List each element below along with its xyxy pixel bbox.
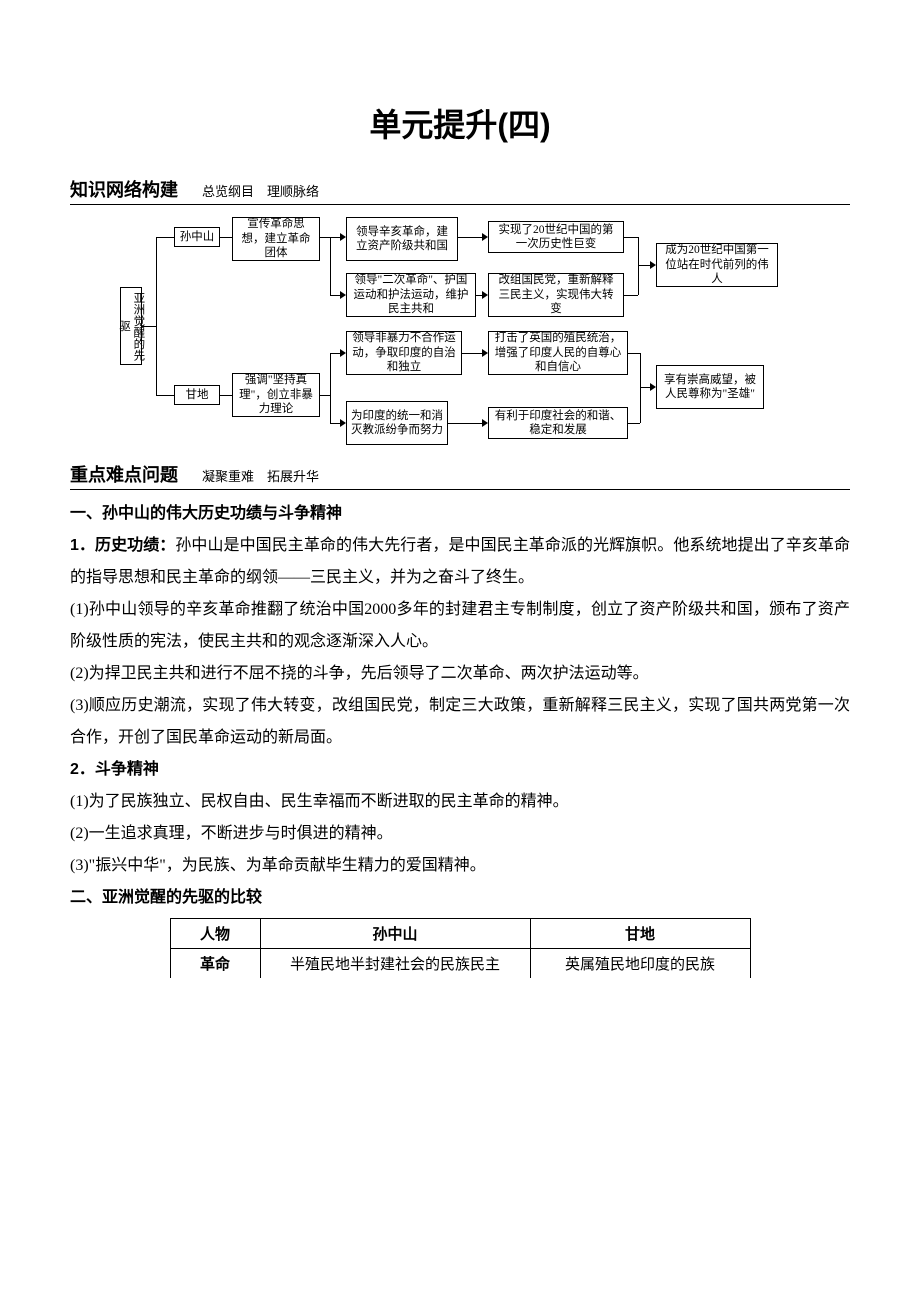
connector xyxy=(156,237,157,395)
connector xyxy=(142,326,156,327)
td-revolution-label: 革命 xyxy=(170,949,260,979)
node-sun-c2: 改组国民党，重新解释三民主义，实现伟大转变 xyxy=(488,273,624,317)
th-gan: 甘地 xyxy=(530,919,750,949)
node-gan-c1: 打击了英国的殖民统治，增强了印度人民的自尊心和自信心 xyxy=(488,331,628,375)
table-row: 人物 孙中山 甘地 xyxy=(170,919,750,949)
connector xyxy=(320,395,330,396)
connector xyxy=(220,237,232,238)
th-person: 人物 xyxy=(170,919,260,949)
section2-sub: 凝聚重难 拓展升华 xyxy=(202,466,319,485)
connector xyxy=(448,423,484,424)
text-achievement: 孙中山是中国民主革命的伟大先行者，是中国民主革命派的光辉旗帜。他系统地提出了辛亥… xyxy=(70,537,850,586)
section1-sub: 总览纲目 理顺脉络 xyxy=(202,181,319,200)
node-gan-b2: 为印度的统一和消灭教派纷争而努力 xyxy=(346,401,448,445)
th-sun: 孙中山 xyxy=(260,919,530,949)
para-1a: (1)孙中山领导的辛亥革命推翻了统治中国2000多年的封建君主专制制度，创立了资… xyxy=(70,594,850,658)
connector xyxy=(458,237,484,238)
node-gan: 甘地 xyxy=(174,385,220,405)
node-gan-c2: 有利于印度社会的和谐、稳定和发展 xyxy=(488,407,628,439)
node-gan-b1: 领导非暴力不合作运动，争取印度的自治和独立 xyxy=(346,331,462,375)
node-gan-d: 享有崇高威望，被人民尊称为"圣雄" xyxy=(656,365,764,409)
td-sun-rev: 半殖民地半封建社会的民族民主 xyxy=(260,949,530,979)
connector xyxy=(628,353,640,354)
label-spirit: 2．斗争精神 xyxy=(70,761,159,778)
connector xyxy=(624,237,638,238)
section2-main: 重点难点问题 xyxy=(70,461,178,487)
node-sun: 孙中山 xyxy=(174,227,220,247)
node-sun-c1: 实现了20世纪中国的第一次历史性巨变 xyxy=(488,221,624,253)
connector xyxy=(462,353,484,354)
section-header-keypoints: 重点难点问题 凝聚重难 拓展升华 xyxy=(70,461,850,490)
para-1b: (2)为捍卫民主共和进行不屈不挠的斗争，先后领导了二次革命、两次护法运动等。 xyxy=(70,658,850,690)
label-achievement: 1．历史功绩： xyxy=(70,537,175,554)
node-sun-a: 宣传革命思想，建立革命团体 xyxy=(232,217,320,261)
connector xyxy=(628,423,640,424)
para-2a: (1)为了民族独立、民权自由、民生幸福而不断进取的民主革命的精神。 xyxy=(70,786,850,818)
node-sun-d: 成为20世纪中国第一位站在时代前列的伟人 xyxy=(656,243,778,287)
connector xyxy=(220,395,232,396)
heading-compare: 二、亚洲觉醒的先驱的比较 xyxy=(70,882,850,914)
para-2c: (3)"振兴中华"，为民族、为革命贡献毕生精力的爱国精神。 xyxy=(70,850,850,882)
para-1c: (3)顺应历史潮流，实现了伟大转变，改组国民党，制定三大政策，重新解释三民主义，… xyxy=(70,690,850,754)
heading-sun: 一、孙中山的伟大历史功绩与斗争精神 xyxy=(70,498,850,530)
comparison-table: 人物 孙中山 甘地 革命 半殖民地半封建社会的民族民主 英属殖民地印度的民族 xyxy=(170,918,751,978)
knowledge-flowchart: 亚洲觉醒的先驱 孙中山 宣传革命思想，建立革命团体 领导辛亥革命，建立资产阶级共… xyxy=(120,215,800,445)
table-row: 革命 半殖民地半封建社会的民族民主 英属殖民地印度的民族 xyxy=(170,949,750,979)
connector xyxy=(624,295,638,296)
connector xyxy=(320,237,330,238)
para-2b: (2)一生追求真理，不断进步与时俱进的精神。 xyxy=(70,818,850,850)
section-header-network: 知识网络构建 总览纲目 理顺脉络 xyxy=(70,176,850,205)
td-gan-rev: 英属殖民地印度的民族 xyxy=(530,949,750,979)
para-achievement: 1．历史功绩：孙中山是中国民主革命的伟大先行者，是中国民主革命派的光辉旗帜。他系… xyxy=(70,530,850,594)
section1-main: 知识网络构建 xyxy=(70,176,178,202)
connector xyxy=(156,395,174,396)
connector xyxy=(640,353,641,423)
node-root: 亚洲觉醒的先驱 xyxy=(120,287,142,365)
node-gan-a: 强调"坚持真理"，创立非暴力理论 xyxy=(232,373,320,417)
page-title: 单元提升(四) xyxy=(70,100,850,146)
connector xyxy=(156,237,174,238)
node-sun-b1: 领导辛亥革命，建立资产阶级共和国 xyxy=(346,217,458,261)
node-sun-b2: 领导"二次革命"、护国运动和护法运动，维护民主共和 xyxy=(346,273,476,317)
connector xyxy=(638,237,639,295)
connector xyxy=(330,353,331,423)
para-spirit-label: 2．斗争精神 xyxy=(70,754,850,786)
connector xyxy=(330,237,331,295)
body-content: 一、孙中山的伟大历史功绩与斗争精神 1．历史功绩：孙中山是中国民主革命的伟大先行… xyxy=(70,498,850,914)
